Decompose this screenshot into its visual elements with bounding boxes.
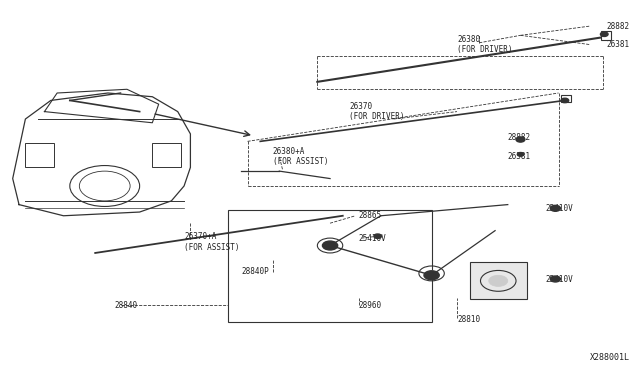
Bar [470, 262, 527, 299]
Text: 26370+A
(FOR ASSIST): 26370+A (FOR ASSIST) [184, 232, 239, 251]
Circle shape [426, 270, 436, 276]
Text: 28840P: 28840P [241, 267, 269, 276]
Circle shape [424, 271, 439, 280]
Circle shape [489, 275, 508, 286]
Text: 26370
(FOR DRIVER): 26370 (FOR DRIVER) [349, 102, 404, 121]
Text: 26381: 26381 [606, 40, 629, 49]
Bar [602, 31, 611, 40]
Bar [152, 143, 181, 167]
Bar [561, 95, 571, 102]
Text: 28882: 28882 [606, 22, 629, 31]
Text: 26380+A
(FOR ASSIST): 26380+A (FOR ASSIST) [273, 147, 328, 166]
Text: 28810: 28810 [457, 315, 480, 324]
Circle shape [374, 234, 381, 238]
Circle shape [516, 137, 525, 142]
Circle shape [325, 243, 335, 248]
Circle shape [550, 276, 561, 282]
Text: X288001L: X288001L [590, 353, 630, 362]
Text: 28840: 28840 [115, 301, 138, 310]
Text: 25410V: 25410V [546, 204, 573, 213]
Circle shape [323, 241, 338, 250]
Text: 26381: 26381 [508, 152, 531, 161]
Circle shape [600, 32, 608, 36]
Text: 25410V: 25410V [358, 234, 387, 243]
Circle shape [517, 153, 524, 156]
Text: 26380
(FOR DRIVER): 26380 (FOR DRIVER) [457, 35, 513, 54]
Circle shape [550, 205, 561, 211]
Bar [26, 143, 54, 167]
Text: 28960: 28960 [358, 301, 381, 310]
Text: 28882: 28882 [508, 133, 531, 142]
Text: 25410V: 25410V [546, 275, 573, 283]
Circle shape [561, 98, 569, 103]
Text: 28865: 28865 [358, 211, 381, 220]
